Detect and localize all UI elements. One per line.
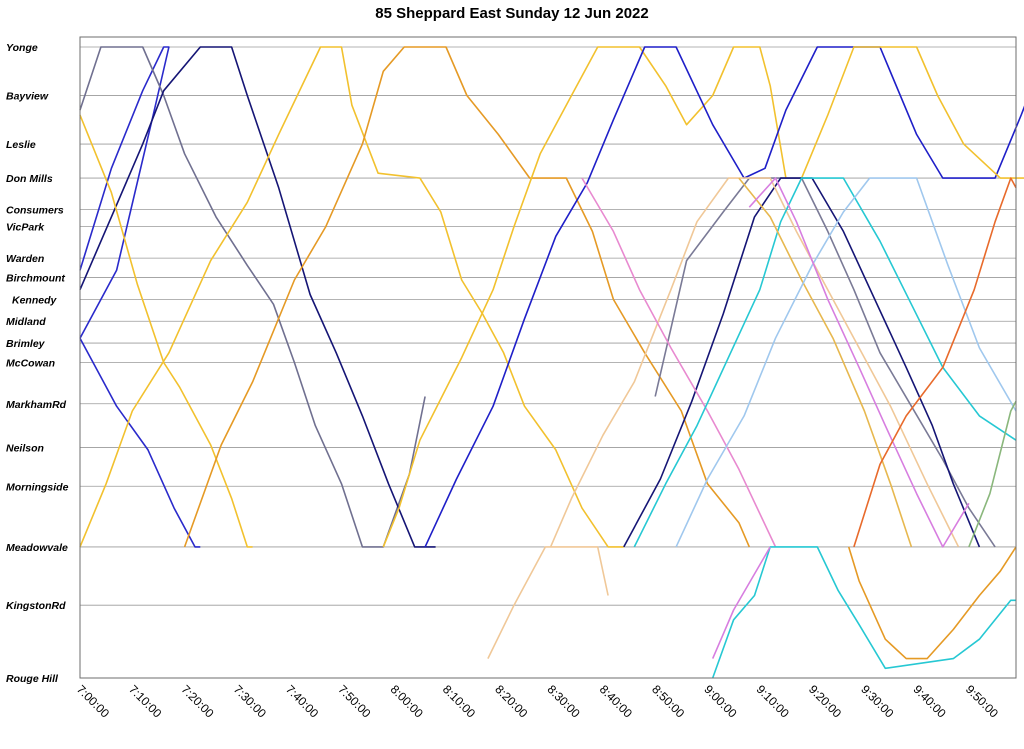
trip-line xyxy=(79,46,436,548)
trip-lines xyxy=(79,46,1024,679)
x-tick-label: 9:40:00 xyxy=(911,682,949,720)
x-tick-label: 9:30:00 xyxy=(858,682,896,720)
x-tick-label: 7:00:00 xyxy=(74,682,112,720)
trip-line xyxy=(487,546,609,659)
trip-line xyxy=(711,546,771,659)
x-tick-label: 8:20:00 xyxy=(492,682,530,720)
trip-line xyxy=(79,114,253,548)
trip-line xyxy=(79,337,201,548)
x-tick-label: 7:50:00 xyxy=(335,682,373,720)
x-tick-labels: 7:00:00 7:10:00 7:20:00 7:30:00 7:40:00 7:50:… xyxy=(74,682,1001,720)
trip-line xyxy=(968,400,1017,548)
x-tick-label: 8:00:00 xyxy=(388,682,426,720)
stop-label: Neilson xyxy=(6,442,44,454)
stop-label: Yonge xyxy=(6,42,38,54)
x-tick-label: 9:50:00 xyxy=(963,682,1001,720)
x-tick-label: 9:00:00 xyxy=(701,682,739,720)
x-tick-label: 8:50:00 xyxy=(649,682,687,720)
trip-line xyxy=(675,177,1017,548)
stop-label: VicPark xyxy=(6,222,45,234)
stop-label: Don Mills xyxy=(6,173,53,185)
gridlines xyxy=(80,46,1016,679)
x-tick-label: 8:10:00 xyxy=(440,682,478,720)
stop-label: MarkhamRd xyxy=(6,399,67,411)
trip-line xyxy=(581,177,777,548)
stop-label: Consumers xyxy=(6,205,64,217)
trip-line xyxy=(79,46,170,339)
trip-line xyxy=(183,46,751,548)
trip-line xyxy=(549,177,960,548)
chart-title: 85 Sheppard East Sunday 12 Jun 2022 xyxy=(375,5,648,22)
trip-line xyxy=(79,46,624,548)
trip-line xyxy=(382,46,787,548)
x-tick-label: 7:40:00 xyxy=(283,682,321,720)
stop-label: KingstonRd xyxy=(6,600,66,612)
x-tick-label: 7:10:00 xyxy=(126,682,164,720)
stop-label: Rouge Hill xyxy=(6,673,59,685)
x-tick-label: 7:20:00 xyxy=(178,682,216,720)
x-tick-label: 8:40:00 xyxy=(597,682,635,720)
stop-label: Warden xyxy=(6,253,44,265)
trip-line xyxy=(847,546,1017,660)
stop-label: Meadowvale xyxy=(6,542,68,554)
x-tick-label: 9:20:00 xyxy=(806,682,844,720)
stop-label: McCowan xyxy=(6,358,55,370)
x-tick-label: 9:10:00 xyxy=(754,682,792,720)
trip-line xyxy=(79,46,426,548)
stop-label: Kennedy xyxy=(12,294,58,306)
trip-line xyxy=(853,177,1017,548)
x-tick-label: 7:30:00 xyxy=(231,682,269,720)
stop-label: Bayview xyxy=(6,91,49,103)
trip-line xyxy=(738,177,913,548)
trip-line xyxy=(711,546,1016,679)
stop-label: Morningside xyxy=(6,481,69,493)
stop-labels: Yonge Bayview Leslie Don Mills Consumers VicP… xyxy=(6,42,69,685)
trip-line xyxy=(800,46,1024,179)
x-tick-label: 8:30:00 xyxy=(544,682,582,720)
stop-label: Birchmount xyxy=(6,273,65,285)
stop-label: Brimley xyxy=(6,338,46,350)
plot-border xyxy=(79,36,1017,679)
trip-line xyxy=(424,46,1024,548)
trip-line xyxy=(748,177,970,548)
stop-label: Leslie xyxy=(6,139,36,151)
stop-label: Midland xyxy=(6,316,46,328)
